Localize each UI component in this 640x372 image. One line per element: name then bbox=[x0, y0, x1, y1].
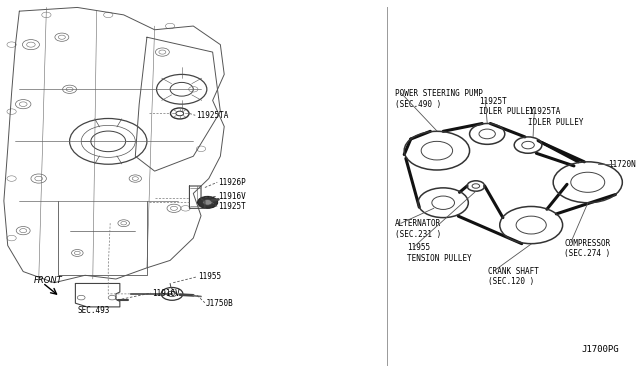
Circle shape bbox=[203, 200, 212, 205]
Text: POWER STEERING PUMP
(SEC.490 ): POWER STEERING PUMP (SEC.490 ) bbox=[395, 89, 483, 109]
Circle shape bbox=[198, 196, 218, 208]
Text: 11925TA
IDLER PULLEY: 11925TA IDLER PULLEY bbox=[528, 107, 584, 126]
Text: 11916V: 11916V bbox=[218, 192, 246, 201]
Text: 11925T
IDLER PULLEY: 11925T IDLER PULLEY bbox=[479, 97, 534, 116]
Text: ALTERNATOR
(SEC.231 ): ALTERNATOR (SEC.231 ) bbox=[395, 219, 441, 239]
Text: 11925T: 11925T bbox=[218, 202, 246, 211]
Text: 11926P: 11926P bbox=[218, 178, 246, 187]
Text: FRONT: FRONT bbox=[34, 276, 63, 285]
Text: 11720N: 11720N bbox=[608, 160, 636, 169]
Text: 11916V: 11916V bbox=[152, 289, 180, 298]
Text: COMPRESSOR
(SEC.274 ): COMPRESSOR (SEC.274 ) bbox=[564, 239, 611, 258]
Text: 11925TA: 11925TA bbox=[196, 111, 228, 120]
Text: 11955: 11955 bbox=[198, 272, 221, 281]
Text: 11955
TENSION PULLEY: 11955 TENSION PULLEY bbox=[407, 243, 472, 263]
Text: CRANK SHAFT
(SEC.120 ): CRANK SHAFT (SEC.120 ) bbox=[488, 267, 539, 286]
Text: SEC.493: SEC.493 bbox=[77, 306, 109, 315]
Text: J1700PG: J1700PG bbox=[582, 345, 619, 354]
Text: J1750B: J1750B bbox=[206, 299, 234, 308]
